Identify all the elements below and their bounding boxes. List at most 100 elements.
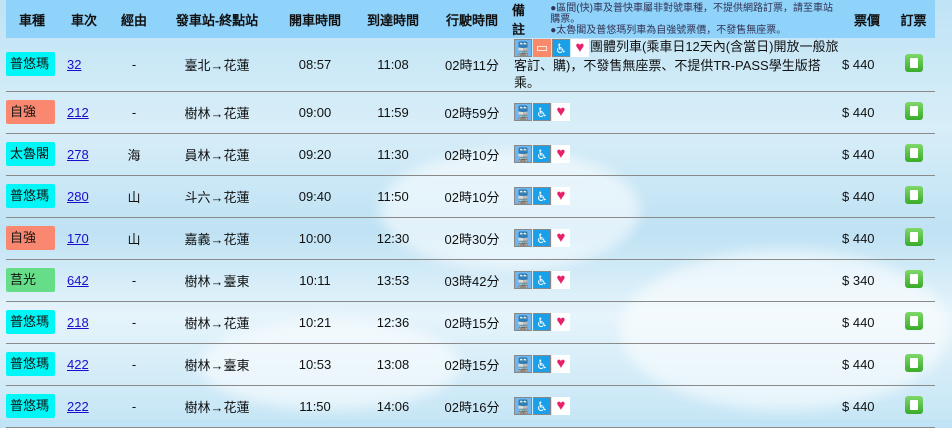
departure-time: 10:11 bbox=[299, 272, 331, 288]
train-no-cell: 422 bbox=[58, 343, 110, 385]
header-notes-cell: 備註 ●區間(快)車及普快車屬非對號車種，不提供網路訂票，請至車站購票。 ●太魯… bbox=[512, 0, 842, 38]
nursing-room-icon: ♥ bbox=[552, 397, 570, 416]
book-cell bbox=[892, 91, 935, 133]
train-icon: 🚆 bbox=[514, 145, 532, 164]
note-text: 團體列車(乘車日12天內(含當日)開放一般旅客訂、購)，不發售無座票、不提供TR… bbox=[514, 39, 839, 90]
book-ticket-button[interactable] bbox=[904, 227, 923, 246]
arrival-time: 12:36 bbox=[376, 314, 410, 330]
nursing-room-icon: ♥ bbox=[552, 271, 570, 290]
nursing-room-icon: ♥ bbox=[552, 313, 570, 332]
train-number-link[interactable]: 278 bbox=[67, 146, 89, 162]
timetable: 車種 車次 經由 發車站-終點站 開車時間 到達時間 行駛時間 備註 ●區間(快… bbox=[6, 0, 935, 428]
book-cell bbox=[892, 385, 935, 427]
notes-cell: 🚆 ♿ ♥ bbox=[512, 385, 842, 427]
via: - bbox=[131, 272, 137, 288]
train-number-link[interactable]: 170 bbox=[67, 230, 89, 246]
travel-duration: 02時10分 bbox=[444, 147, 500, 163]
price: $ 440 bbox=[842, 146, 875, 162]
arrival-time: 11:08 bbox=[377, 56, 409, 72]
via: 山 bbox=[127, 189, 141, 205]
header-depart: 開車時間 bbox=[288, 12, 341, 28]
train-no-cell: 642 bbox=[58, 259, 110, 301]
train-type-badge: 普悠瑪 bbox=[6, 52, 55, 77]
wheelchair-icon: ♿ bbox=[533, 187, 551, 206]
notes-cell: 🚆 ▭ ♿ ♥ 團體列車(乘車日12天內(含當日)開放一般旅客訂、購)，不發售無座票、不… bbox=[512, 38, 842, 91]
table-header: 車種 車次 經由 發車站-終點站 開車時間 到達時間 行駛時間 備註 ●區間(快… bbox=[6, 0, 935, 38]
table-row: 自強 212 - 樹林→花蓮 09:00 11:59 02時59分 🚆 ♿ ♥ $ … bbox=[6, 91, 935, 134]
type-cell: 太魯閣 bbox=[6, 133, 58, 175]
train-no-cell: 170 bbox=[58, 217, 110, 259]
arrival-time: 14:06 bbox=[376, 398, 410, 414]
book-ticket-button[interactable] bbox=[904, 353, 923, 372]
train-number-link[interactable]: 218 bbox=[67, 314, 89, 330]
train-number-link[interactable]: 32 bbox=[67, 56, 82, 72]
train-icon: 🚆 bbox=[514, 103, 532, 122]
train-icon: 🚆 bbox=[514, 313, 532, 332]
travel-duration: 02時11分 bbox=[445, 57, 499, 73]
header-book: 訂票 bbox=[900, 12, 927, 28]
book-ticket-button[interactable] bbox=[904, 395, 923, 414]
train-no-cell: 280 bbox=[58, 175, 110, 217]
train-icon: 🚆 bbox=[514, 38, 532, 57]
book-cell bbox=[892, 343, 935, 385]
book-ticket-button[interactable] bbox=[904, 311, 923, 330]
train-icon: 🚆 bbox=[514, 187, 532, 206]
nursing-room-icon: ♥ bbox=[552, 187, 570, 206]
route: 樹林→臺東 bbox=[184, 273, 250, 289]
train-number-link[interactable]: 280 bbox=[67, 188, 89, 204]
table-row: 普悠瑪 422 - 樹林→臺東 10:53 13:08 02時15分 🚆 ♿ ♥ $… bbox=[6, 343, 935, 386]
arrival-time: 11:59 bbox=[377, 104, 409, 120]
table-row: 普悠瑪 222 - 樹林→花蓮 11:50 14:06 02時16分 🚆 ♿ ♥ $… bbox=[6, 385, 935, 428]
notes-cell: 🚆 ♿ ♥ bbox=[512, 175, 842, 217]
table-row: 莒光 642 - 樹林→臺東 10:11 13:53 03時42分 🚆 ♿ ♥ $ … bbox=[6, 259, 935, 302]
header-type: 車種 bbox=[18, 12, 45, 28]
wheelchair-icon: ♿ bbox=[533, 103, 551, 122]
train-number-link[interactable]: 212 bbox=[67, 104, 89, 120]
train-number-link[interactable]: 642 bbox=[67, 272, 89, 288]
price: $ 440 bbox=[842, 230, 875, 246]
book-ticket-button[interactable] bbox=[904, 269, 923, 288]
book-ticket-button[interactable] bbox=[904, 143, 923, 162]
price: $ 440 bbox=[842, 188, 875, 204]
train-number-link[interactable]: 422 bbox=[67, 356, 89, 372]
travel-duration: 02時15分 bbox=[444, 357, 500, 373]
departure-time: 09:20 bbox=[298, 146, 332, 162]
train-type-badge: 普悠瑪 bbox=[6, 310, 55, 335]
notice-line: ●太魯閣及普悠瑪列車為自強號票價，不發售無座票。 bbox=[550, 24, 787, 36]
travel-duration: 02時59分 bbox=[444, 105, 500, 121]
route: 嘉義→花蓮 bbox=[184, 231, 250, 247]
wheelchair-icon: ♿ bbox=[533, 229, 551, 248]
train-type-badge: 普悠瑪 bbox=[6, 352, 55, 377]
travel-duration: 02時16分 bbox=[444, 399, 500, 415]
header-notice: ●區間(快)車及普快車屬非對號車種，不提供網路訂票，請至車站購票。 ●太魯閣及普… bbox=[550, 3, 842, 36]
route: 員林→花蓮 bbox=[184, 147, 250, 163]
route: 樹林→花蓮 bbox=[184, 315, 250, 331]
notes-cell: 🚆 ♿ ♥ bbox=[512, 343, 842, 385]
train-icon: 🚆 bbox=[514, 355, 532, 374]
type-cell: 自強 bbox=[6, 217, 58, 259]
train-number-link[interactable]: 222 bbox=[67, 398, 89, 414]
header-duration: 行駛時間 bbox=[445, 12, 498, 28]
notes-cell: 🚆 ♿ ♥ bbox=[512, 217, 842, 259]
book-ticket-button[interactable] bbox=[904, 101, 923, 120]
type-cell: 普悠瑪 bbox=[6, 343, 58, 385]
travel-duration: 02時10分 bbox=[444, 189, 500, 205]
book-ticket-button[interactable] bbox=[904, 185, 923, 204]
arrival-time: 11:30 bbox=[377, 146, 409, 162]
via: - bbox=[131, 398, 137, 414]
price: $ 440 bbox=[842, 356, 875, 372]
notes-cell: 🚆 ♿ ♥ bbox=[512, 133, 842, 175]
via: 海 bbox=[127, 147, 141, 163]
departure-time: 10:21 bbox=[298, 314, 332, 330]
type-cell: 普悠瑪 bbox=[6, 385, 58, 427]
book-cell bbox=[892, 259, 935, 301]
via: - bbox=[131, 356, 137, 372]
book-ticket-button[interactable] bbox=[904, 53, 923, 72]
table-row: 自強 170 山 嘉義→花蓮 10:00 12:30 02時30分 🚆 ♿ ♥ $ … bbox=[6, 217, 935, 260]
type-cell: 普悠瑪 bbox=[6, 301, 58, 343]
train-no-cell: 212 bbox=[58, 91, 110, 133]
train-type-badge: 自強 bbox=[6, 226, 55, 251]
route: 樹林→臺東 bbox=[184, 357, 250, 373]
wheelchair-icon: ♿ bbox=[533, 397, 551, 416]
train-type-badge: 普悠瑪 bbox=[6, 394, 55, 419]
